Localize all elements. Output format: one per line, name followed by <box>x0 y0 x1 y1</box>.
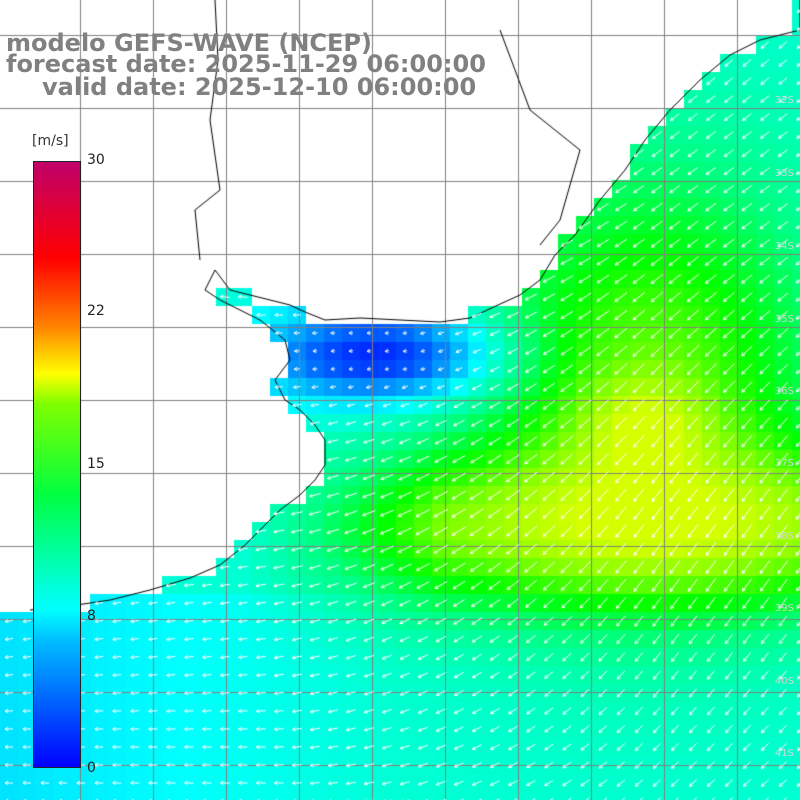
lat-label: 36S <box>774 386 794 397</box>
forecast-date: forecast date: 2025-11-29 06:00:00 <box>6 50 486 78</box>
lat-label: 41S <box>774 748 794 759</box>
colorbar-tick-15: 15 <box>87 456 105 472</box>
lat-label: 33S <box>774 168 794 179</box>
lat-label: 38S <box>774 531 794 542</box>
colorbar-tick-30: 30 <box>87 152 105 168</box>
lat-label: 34S <box>774 241 794 252</box>
colorbar-tick-22: 22 <box>87 303 105 319</box>
lat-label: 37S <box>774 458 794 469</box>
model-title: modelo GEFS-WAVE (NCEP) <box>6 29 372 57</box>
lat-label: 39S <box>774 603 794 614</box>
lat-label: 32S <box>774 95 794 106</box>
valid-date: valid date: 2025-12-10 06:00:00 <box>42 73 477 101</box>
lat-label: 35S <box>774 314 794 325</box>
lat-label: 40S <box>774 676 794 687</box>
colorbar-tick-8: 8 <box>87 608 96 624</box>
colorbar <box>33 161 81 768</box>
colorbar-tick-0: 0 <box>87 760 96 776</box>
colorbar-unit: [m/s] <box>32 133 69 149</box>
